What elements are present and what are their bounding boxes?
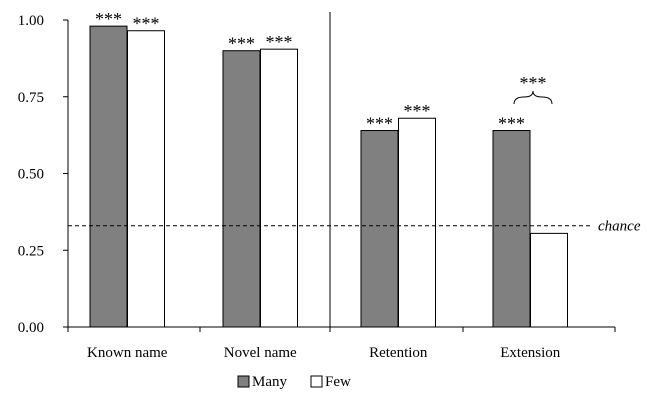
legend-swatch-few [310,375,323,388]
significance-label: *** [404,101,431,121]
y-tick-label: 0.75 [18,90,44,106]
legend-swatch-many [237,375,250,388]
legend-label-many: Many [252,374,287,390]
bar-many [360,130,399,328]
significance-label: *** [228,34,255,54]
y-tick-label: 1.00 [18,13,44,29]
bar-many [89,25,128,328]
y-tick-label: 0.25 [18,243,44,259]
significance-label: *** [266,32,293,52]
bar-few [398,117,436,328]
significance-label: *** [133,14,160,34]
significance-label: *** [498,114,525,134]
x-tick-label: Known name [87,345,168,361]
chance-label: chance [598,219,641,235]
significance-label: *** [366,114,393,134]
chart-annotations: *** *** *** *** *** *** *** chance *** [68,9,641,235]
significance-label: *** [95,9,122,29]
y-tick-label: 0.50 [18,167,44,183]
chart-bars [89,25,568,328]
comparison-bracket [513,90,553,105]
comparison-label: *** [520,73,547,93]
bar-few [530,232,568,328]
bar-few [127,30,165,328]
x-tick-label: Extension [500,345,560,361]
legend-label-few: Few [325,374,351,390]
x-tick-label: Novel name [224,345,297,361]
chart-axes: 0.00 0.25 0.50 0.75 1.00 Known name Novel name… [18,12,616,361]
bar-few [260,48,298,328]
bar-many [222,50,261,328]
y-tick-label: 0.00 [18,320,44,336]
chart-legend: Many Few [237,374,351,390]
x-tick-label: Retention [369,345,428,361]
bar-many [492,130,531,328]
